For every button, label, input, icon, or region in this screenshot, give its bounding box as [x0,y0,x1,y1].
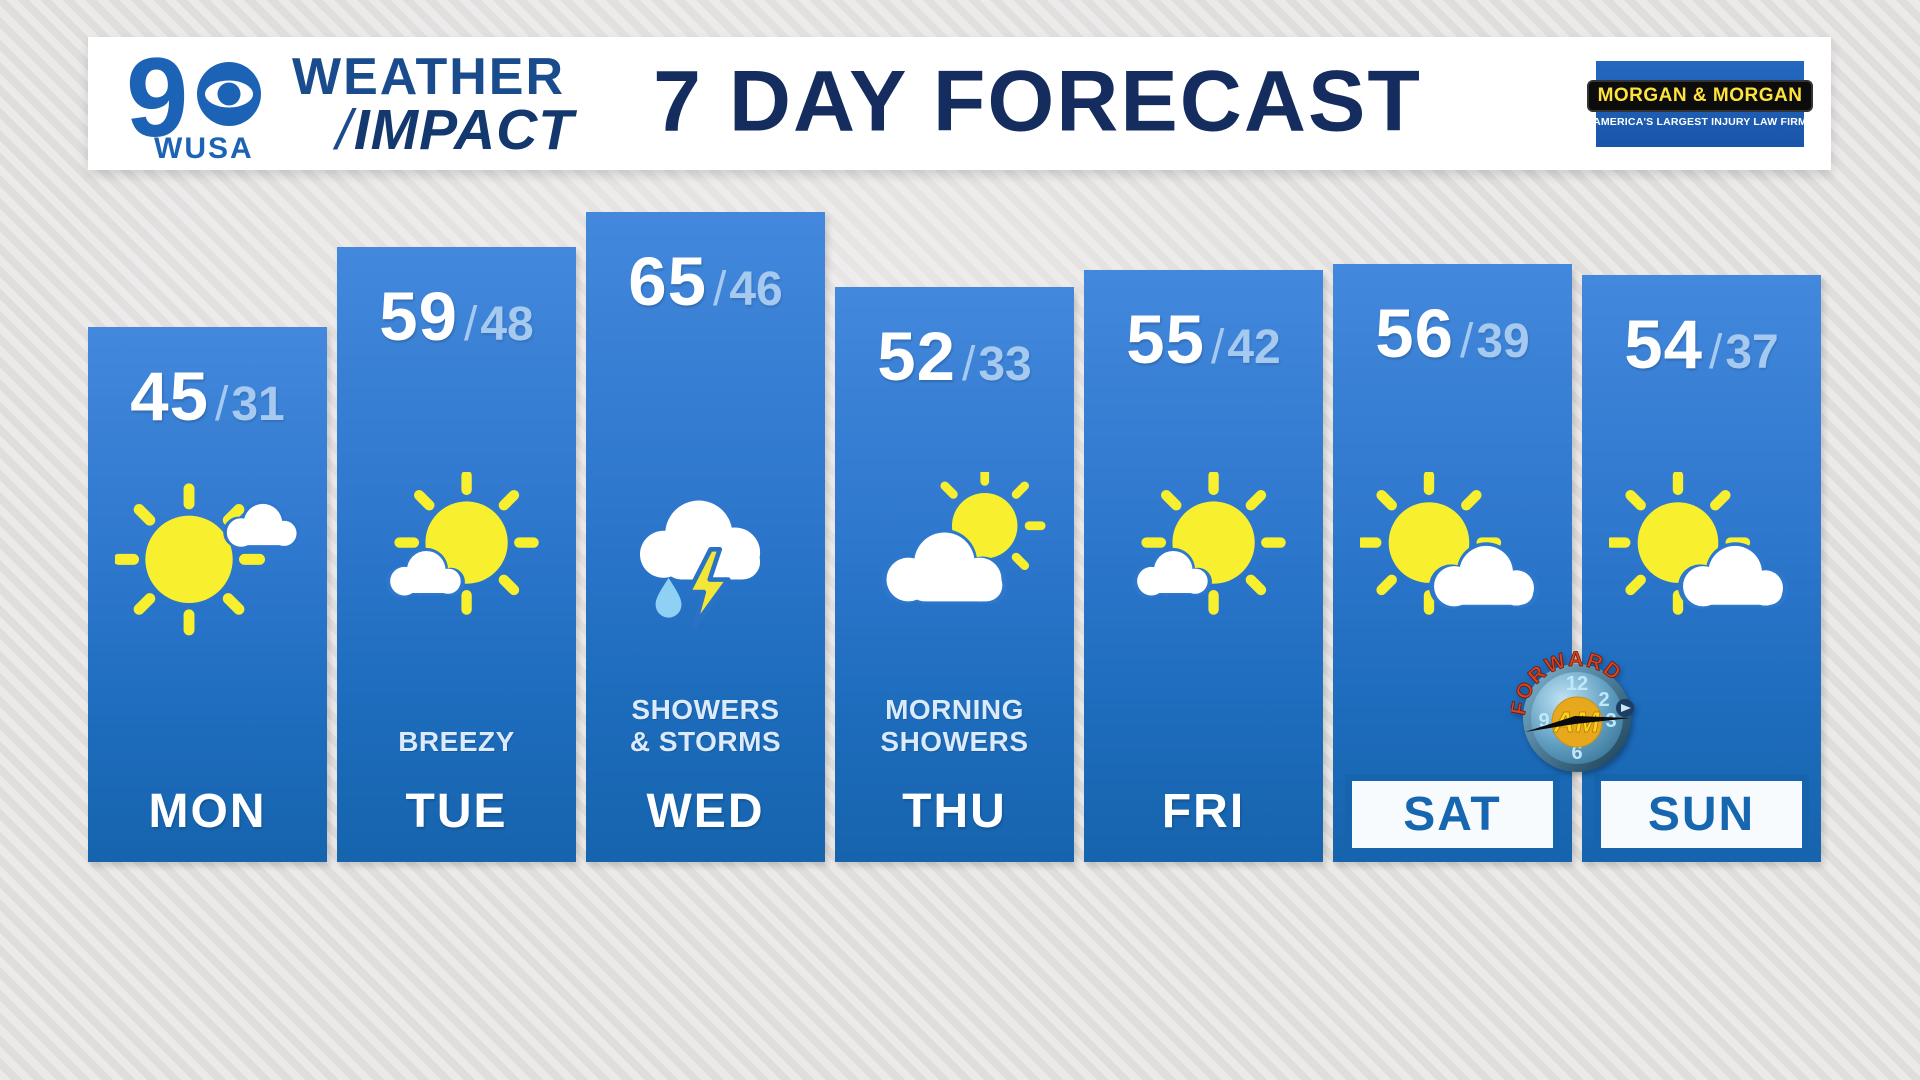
high-temp: 59 [379,277,458,355]
station-callsign: WUSA [154,132,254,161]
low-temp: 37 [1725,326,1779,380]
forecast-day-column-sun: 54 / 37 SUN [1582,275,1821,862]
sun-cloud-lowright-icon [1609,472,1788,615]
weather-icon-slot [835,461,1074,651]
weather-icon-slot [337,461,576,651]
weather-icon-slot [88,461,327,651]
day-label: MON [148,784,267,838]
temp-separator: / [962,337,976,391]
condition-line: SHOWERS [631,694,780,726]
temperature-row: 59 / 48 [337,247,576,356]
condition-line: SHOWERS [880,725,1029,757]
temp-separator: / [1709,326,1723,380]
forecast-day-column-sat: 56 / 39 SAT [1333,263,1572,862]
low-temp: 39 [1476,314,1530,368]
am-text: AM [1552,707,1600,739]
condition-line: & STORMS [629,725,782,757]
temperature-row: 65 / 46 [586,212,825,321]
sun-cloud-left-icon [1132,472,1286,615]
clock-numeral-3: 3 [1605,710,1616,732]
temperature-row: 45 / 31 [88,327,327,436]
temperature-row: 55 / 42 [1084,270,1323,379]
clock-numeral-12: 12 [1566,673,1588,695]
forecast-day-column-wed: 65 / 46 SHOWERS & STORMS WED [586,212,825,862]
station-branding: 9 WUSA WEATHER /IMPACT [126,46,574,161]
day-label: SUN [1594,774,1809,855]
sun-cloud-lowright-icon [1360,472,1539,615]
high-temp: 54 [1624,306,1703,384]
temp-separator: / [713,263,727,316]
high-temp: 52 [877,317,956,395]
temp-separator: / [215,378,229,431]
low-temp: 33 [978,337,1032,391]
condition-text: SHOWERS & STORMS [586,694,825,757]
weather-icon-slot [1333,461,1572,651]
temp-separator: / [1460,314,1474,368]
brand-line-impact: /IMPACT [336,98,575,163]
sun-cloud-right-icon [115,483,300,636]
temperature-row: 54 / 37 [1582,275,1821,384]
clock-numeral-6: 6 [1571,742,1582,764]
weather-icon-slot [1582,461,1821,651]
forecast-day-column-tue: 59 / 48 BREEZY TUE [337,246,576,862]
brand-line-weather: WEATHER [292,48,566,107]
sponsor-name: MORGAN & MORGAN [1586,79,1814,112]
sponsor-tagline: AMERICA'S LARGEST INJURY LAW FIRM [1593,115,1807,128]
sun-cloud-left-icon [385,472,539,615]
high-temp: 45 [130,358,209,435]
forecast-day-column-fri: 55 / 42 FRI [1084,269,1323,862]
condition-line: MORNING [885,694,1024,726]
forward-am-badge: 12 2 3 6 9 AM FORWARD [1511,648,1634,772]
weather-icon-slot [586,461,825,651]
condition-line: BREEZY [398,725,515,757]
high-temp: 55 [1126,300,1205,378]
low-temp: 42 [1227,320,1281,374]
temp-separator: / [1211,320,1225,374]
wusa9-logo: 9 WUSA [126,46,261,161]
weather-icon-slot [1084,461,1323,651]
clock-numeral-9: 9 [1538,710,1549,732]
day-label: SAT [1345,774,1560,855]
temp-separator: / [464,297,478,351]
high-temp: 56 [1375,294,1454,372]
weather-impact-logo: WEATHER /IMPACT [292,48,575,163]
clock-hands-icon [1525,716,1631,732]
day-label: THU [902,784,1007,838]
day-label: FRI [1161,784,1246,838]
channel-number: 9 [126,46,188,160]
brand-slash: / [336,98,353,163]
low-temp: 46 [729,263,783,316]
sponsor-ad: MORGAN & MORGAN AMERICA'S LARGEST INJURY… [1586,60,1814,147]
temperature-row: 56 / 39 [1333,264,1572,373]
page-title: 7 DAY FORECAST [653,53,1422,150]
clock-numeral-2: 2 [1598,689,1609,711]
header-bar: 9 WUSA WEATHER /IMPACT 7 DAY FORECAST MO… [88,37,1831,170]
day-label: WED [646,784,765,838]
condition-text: MORNING SHOWERS [835,694,1074,757]
showers-storms-icon [639,500,761,629]
condition-text: BREEZY [337,726,576,757]
low-temp: 48 [480,297,534,351]
forecast-day-column-thu: 52 / 33 MORNING SHOWERS THU [835,286,1074,862]
temperature-row: 52 / 33 [835,287,1074,396]
day-label: TUE [405,784,508,838]
sun-behind-cloud-icon [881,472,1046,604]
low-temp: 31 [231,378,285,431]
forecast-day-column-mon: 45 / 31 MON [88,327,327,862]
high-temp: 65 [628,243,707,320]
